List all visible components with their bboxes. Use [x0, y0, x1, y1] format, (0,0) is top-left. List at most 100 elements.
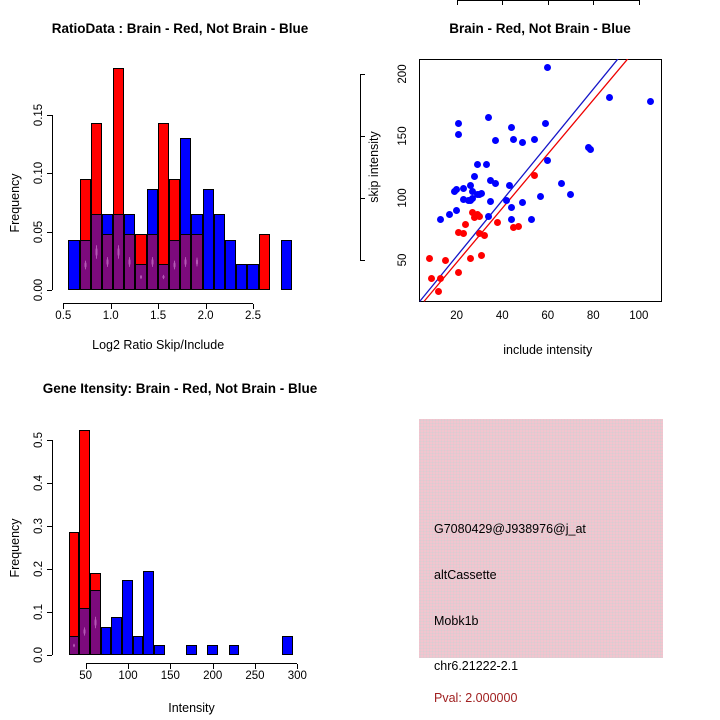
- x-axis-tick: [128, 663, 130, 669]
- hist-bar-overlap: [135, 264, 147, 290]
- scatter-point: [528, 215, 536, 223]
- scatter-point: [460, 184, 468, 192]
- y-axis-title: Frequency: [8, 172, 22, 233]
- x-axis-tick: [158, 303, 160, 309]
- x-tick-label: 0.5: [55, 310, 72, 322]
- x-tick-label: 80: [586, 310, 600, 322]
- hist-bar: [154, 645, 165, 655]
- y-axis-tick: [46, 231, 52, 233]
- x-axis-tick: [456, 0, 458, 5]
- y-axis-title: Frequency: [8, 517, 22, 578]
- x-axis-tick: [63, 303, 65, 309]
- hist-bar: [213, 214, 225, 290]
- y-axis-tick: [360, 198, 365, 199]
- hist-bar: [202, 188, 214, 290]
- hist-bar: [207, 645, 219, 655]
- y-axis-title: skip intensity: [367, 131, 381, 203]
- y-tick-label: 0.4: [33, 475, 45, 492]
- scatter-point: [466, 255, 474, 263]
- info-box: G7080429@J938976@j_at altCassette Mobk1b…: [419, 419, 663, 705]
- hist-bar: [100, 626, 112, 655]
- hist-bar-overlap: [180, 234, 192, 290]
- scatter-point: [437, 275, 445, 283]
- y-axis-line: [51, 115, 53, 290]
- scatter-point: [460, 230, 468, 238]
- scatter-point: [473, 190, 481, 198]
- y-axis-line: [360, 74, 361, 260]
- scatter-point: [466, 182, 474, 190]
- x-axis-tick: [110, 303, 112, 309]
- y-tick-label: 0.00: [33, 278, 45, 302]
- hist-bar-overlap: [157, 264, 170, 290]
- x-tick-label: 1.5: [150, 310, 167, 322]
- chromosome-location-text: chr6.21222-2.1: [434, 659, 519, 673]
- scatter-point: [455, 268, 463, 276]
- scatter-point: [441, 256, 449, 264]
- scatter-point: [485, 213, 493, 221]
- y-axis-tick: [46, 173, 52, 175]
- scatter-point: [544, 157, 552, 165]
- scatter-point: [455, 131, 463, 139]
- hist-bar: [236, 264, 248, 290]
- red-fit: [423, 59, 629, 302]
- scatter-point: [505, 182, 513, 190]
- y-tick-label: 150: [397, 126, 409, 146]
- event-type-text: altCassette: [434, 568, 497, 582]
- scatter-point: [425, 255, 433, 263]
- scatter-point: [471, 173, 479, 181]
- scatter-point: [503, 196, 511, 204]
- x-tick-label: 50: [79, 670, 93, 682]
- scatter-point: [453, 206, 461, 214]
- scatter-point: [544, 64, 552, 72]
- x-axis-title: include intensity: [503, 343, 593, 357]
- scatter-point: [485, 113, 493, 121]
- scatter-point: [455, 229, 463, 237]
- scatter-point: [478, 189, 486, 197]
- scatter-point: [587, 146, 595, 154]
- hist-bar: [68, 239, 80, 290]
- x-axis-title: Log2 Ratio Skip/Include: [92, 338, 225, 352]
- y-tick-label: 0.05: [33, 220, 45, 243]
- scatter-point: [437, 215, 445, 223]
- hist-bar-overlap: [79, 607, 91, 655]
- scatter-point: [469, 194, 477, 202]
- hist-bar: [132, 636, 144, 655]
- x-tick-label: 200: [203, 670, 223, 682]
- scatter-title: Brain - Red, Not Brain - Blue: [449, 21, 631, 36]
- y-axis-tick: [46, 483, 52, 485]
- x-tick-label: 2.0: [197, 310, 214, 322]
- panel-info-box: G7080429@J938976@j_at altCassette Mobk1b…: [360, 360, 720, 720]
- scatter-point: [482, 161, 490, 169]
- scatter-point: [646, 97, 654, 105]
- x-axis-tick: [638, 0, 640, 5]
- hist-bar-overlap: [101, 234, 114, 290]
- scatter-point: [537, 193, 545, 201]
- x-axis-tick: [297, 663, 299, 669]
- x-tick-label: 150: [160, 670, 180, 682]
- hist-bar: [111, 617, 123, 655]
- hist-bar: [282, 636, 293, 655]
- scatter-point: [469, 209, 477, 217]
- hist-bar: [143, 570, 155, 655]
- y-axis-tick: [46, 611, 52, 613]
- hist-bar-overlap: [191, 234, 203, 290]
- x-tick-label: 20: [450, 310, 464, 322]
- scatter-point: [557, 179, 565, 187]
- hist-bar-overlap: [146, 234, 158, 290]
- scatter-point: [514, 223, 522, 231]
- y-tick-label: 0.10: [33, 162, 45, 185]
- scatter-point: [460, 195, 468, 203]
- scatter-point: [487, 177, 495, 185]
- hist-bar: [228, 645, 240, 655]
- hist-bar-overlap: [113, 214, 125, 290]
- y-tick-label: 50: [397, 253, 409, 267]
- x-axis-tick: [170, 663, 172, 669]
- x-axis-tick: [593, 0, 595, 5]
- x-axis-tick: [502, 0, 504, 5]
- scatter-point: [487, 198, 495, 206]
- scatter-point: [567, 190, 574, 198]
- hist-bar: [122, 580, 133, 655]
- y-axis-tick: [360, 260, 365, 261]
- scatter-point: [464, 196, 472, 204]
- scatter-point: [507, 123, 515, 131]
